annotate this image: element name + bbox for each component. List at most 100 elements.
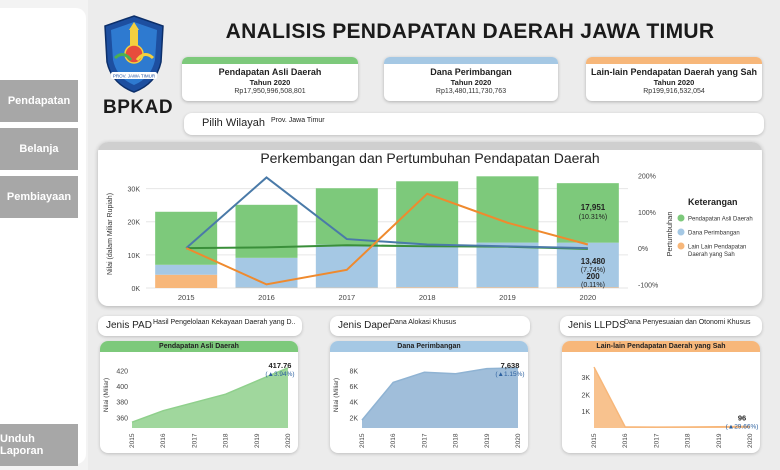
dp-pct-label: (7.74%) bbox=[581, 267, 606, 274]
sidebar-panel bbox=[0, 8, 86, 464]
kpi-name: Lain-lain Pendapatan Daerah yang Sah bbox=[590, 67, 758, 77]
kpi-card-daper: Dana Perimbangan Tahun 2020 Rp13,480,111… bbox=[384, 57, 558, 101]
kpi-value: Rp199,916,532,054 bbox=[643, 88, 705, 95]
area-fill bbox=[362, 367, 518, 428]
y-tick-label: 6K bbox=[349, 384, 358, 391]
kpi-value: Rp17,950,996,508,801 bbox=[234, 88, 306, 95]
legend-title: Keterangan bbox=[688, 197, 738, 207]
kpi-name: Pendapatan Asli Daerah bbox=[218, 67, 322, 77]
x-tick-label: 2018 bbox=[419, 293, 436, 302]
jenis-daper-label: Jenis Daper bbox=[338, 320, 392, 331]
mini-chart-header: Lain-lain Pendapatan Daerah yang Sah bbox=[562, 341, 760, 352]
y-tick-label: 1K bbox=[581, 409, 590, 416]
y2-tick-label: 200% bbox=[638, 174, 656, 181]
mini-chart-svg: 8K 6K 4K 2K Nilai (Miliar) 2015 2016 2017 2018 20… bbox=[333, 361, 525, 448]
y-tick-label: 20K bbox=[128, 220, 141, 227]
region-filter-value[interactable]: Prov. Jawa Timur bbox=[271, 117, 325, 124]
logo-text: PROV. JAWA TIMUR bbox=[113, 74, 156, 79]
legend-label: Lain Lain Pendapatan bbox=[688, 245, 746, 251]
sidebar-item-pendapatan[interactable]: Pendapatan bbox=[0, 80, 78, 122]
jawa-timur-logo: PROV. JAWA TIMUR bbox=[101, 14, 167, 94]
area-fill bbox=[594, 367, 750, 428]
bar-2017-1 bbox=[315, 244, 378, 288]
y2-tick-label: -100% bbox=[638, 282, 658, 289]
x-tick-label: 2017 bbox=[338, 293, 355, 302]
kpi-card-pad: Pendapatan Asli Daerah Tahun 2020 Rp17,9… bbox=[182, 57, 358, 101]
jenis-daper-value[interactable]: Dana Alokasi Khusus bbox=[390, 319, 457, 326]
kpi-bar bbox=[182, 57, 358, 64]
bar-2018-1 bbox=[396, 244, 459, 288]
growth-line-2 bbox=[185, 192, 589, 286]
main-chart-card: Perkembangan dan Pertumbuhan Pendapatan … bbox=[98, 142, 762, 306]
jenis-llpds-value[interactable]: Dana Penyesuaian dan Otonomi Khusus bbox=[624, 319, 751, 326]
x-tick-label: 2020 bbox=[579, 293, 596, 302]
x-tick-label: 2016 bbox=[390, 433, 397, 448]
area-line bbox=[361, 367, 519, 421]
jenis-pad-label: Jenis PAD bbox=[106, 320, 152, 331]
x-tick-label: 2016 bbox=[160, 433, 167, 448]
y-tick-label: 360 bbox=[116, 415, 128, 422]
bar-2020-1 bbox=[556, 242, 619, 288]
bar-2018-0 bbox=[396, 181, 459, 245]
main-chart: Perkembangan dan Pertumbuhan Pendapatan … bbox=[107, 150, 753, 302]
y-tick-label: 3K bbox=[581, 375, 590, 382]
legend-swatch bbox=[677, 242, 685, 250]
x-tick-label: 2016 bbox=[258, 293, 275, 302]
x-tick-label: 2016 bbox=[622, 433, 629, 448]
bar-2018-2 bbox=[396, 287, 459, 288]
region-filter[interactable]: Pilih Wilayah Prov. Jawa Timur bbox=[184, 113, 764, 135]
bar-2016-0 bbox=[235, 204, 298, 258]
bar-2016-1 bbox=[235, 257, 298, 288]
area-line bbox=[593, 366, 751, 428]
bar-2017-0 bbox=[315, 188, 378, 245]
bar-2015-1 bbox=[155, 264, 218, 275]
legend-label: Pendapatan Asli Daerah bbox=[688, 217, 753, 223]
last-value-label: 7,638 bbox=[501, 361, 520, 370]
kpi-value: Rp13,480,111,730,763 bbox=[435, 88, 507, 95]
jenis-llpds-select[interactable]: Jenis LLPDS Dana Penyesuaian dan Otonomi… bbox=[560, 316, 762, 336]
x-tick-label: 2015 bbox=[591, 433, 598, 448]
kpi-year: Tahun 2020 bbox=[653, 78, 695, 87]
bar-2015-2 bbox=[155, 274, 218, 288]
sidebar-item-pembiayaan[interactable]: Pembiayaan bbox=[0, 176, 78, 218]
jenis-pad-select[interactable]: Jenis PAD Hasil Pengelolaan Kekayaan Dae… bbox=[98, 316, 302, 336]
x-tick-label: 2019 bbox=[254, 433, 261, 448]
org-name: BPKAD bbox=[103, 97, 174, 118]
legend-label: Dana Perimbangan bbox=[688, 231, 740, 237]
jenis-daper-select[interactable]: Jenis Daper Dana Alokasi Khusus bbox=[330, 316, 530, 336]
x-tick-label: 2015 bbox=[178, 293, 195, 302]
y-tick-label: 8K bbox=[349, 368, 358, 375]
mini-chart-pad: Pendapatan Asli Daerah 420 400 380 360 Nilai… bbox=[100, 341, 298, 453]
region-filter-label: Pilih Wilayah bbox=[202, 117, 265, 129]
last-pct-label: (▲3.94%) bbox=[265, 371, 294, 378]
area-line bbox=[131, 367, 289, 423]
growth-line-1 bbox=[185, 176, 588, 250]
last-value-label: 96 bbox=[738, 413, 746, 422]
bar-2020-0 bbox=[556, 183, 619, 243]
x-tick-label: 2017 bbox=[653, 433, 660, 448]
mini-chart-header: Dana Perimbangan bbox=[330, 341, 528, 352]
mini-chart-header: Pendapatan Asli Daerah bbox=[100, 341, 298, 352]
kpi-name: Dana Perimbangan bbox=[430, 67, 512, 77]
dp-value-label: 13,480 bbox=[581, 257, 606, 266]
y2-tick-label: 0% bbox=[638, 246, 648, 253]
sidebar-item-unduh-laporan[interactable]: Unduh Laporan bbox=[0, 424, 78, 466]
y-tick-label: 0K bbox=[131, 286, 140, 293]
area-fill bbox=[132, 367, 288, 428]
kpi-bar bbox=[586, 57, 762, 64]
bar-2015-0 bbox=[155, 211, 218, 265]
sidebar-item-belanja[interactable]: Belanja bbox=[0, 128, 78, 170]
x-tick-label: 2017 bbox=[191, 433, 198, 448]
jenis-pad-value[interactable]: Hasil Pengelolaan Kekayaan Daerah yang D… bbox=[153, 319, 296, 326]
y-tick-label: 2K bbox=[581, 392, 590, 399]
legend-label: Daerah yang Sah bbox=[688, 252, 735, 258]
ll-value-label: 200 bbox=[586, 272, 600, 281]
y-axis-label: Nilai (Miliar) bbox=[333, 378, 340, 412]
y-axis-label: Nilai (dalam Miliar Rupiah) bbox=[107, 193, 114, 275]
bar-2019-0 bbox=[476, 176, 539, 243]
y-tick-label: 420 bbox=[116, 368, 128, 375]
bar-2019-1 bbox=[476, 242, 539, 288]
x-tick-label: 2015 bbox=[129, 433, 136, 448]
main-chart-title: Perkembangan dan Pertumbuhan Pendapatan … bbox=[260, 150, 599, 166]
x-tick-label: 2020 bbox=[515, 433, 522, 448]
